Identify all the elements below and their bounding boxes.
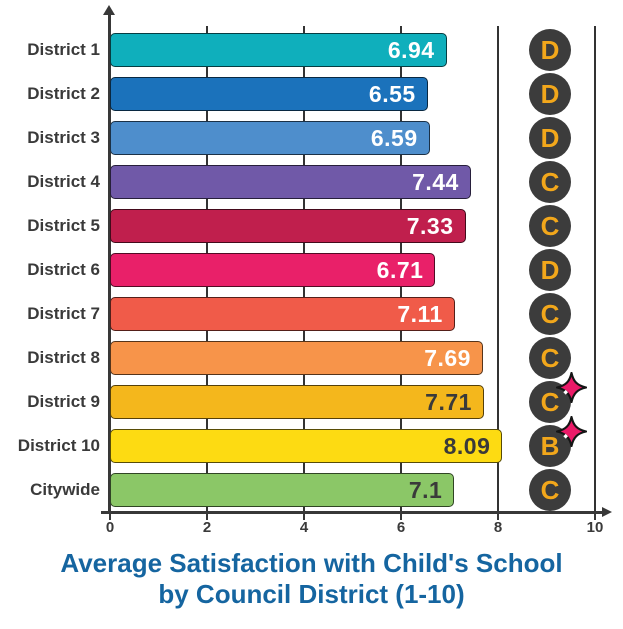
tickmark-0: [109, 511, 111, 520]
grade-badge: C: [529, 161, 571, 203]
chart-title-line1: Average Satisfaction with Child's School: [60, 548, 563, 578]
tick-label-10: 10: [586, 519, 604, 536]
tick-label-2: 2: [202, 519, 212, 536]
y-axis-line: [108, 14, 111, 514]
satisfaction-bar: 6.55: [110, 77, 428, 111]
gridline-10: [594, 26, 596, 513]
district-label: District 2: [27, 84, 100, 103]
grade-letter: D: [540, 255, 560, 285]
grade-badge: C: [529, 293, 571, 335]
bar-row-district-6: District 6 6.71 D: [0, 248, 623, 292]
bar-row-district-10: District 10 8.09 B: [0, 416, 623, 468]
grade-badge: C: [529, 205, 571, 247]
district-label: District 4: [27, 172, 100, 191]
tickmark-6: [400, 511, 402, 520]
bar-value-label: 6.71: [376, 256, 424, 283]
tickmark-2: [206, 511, 208, 520]
district-label: District 1: [27, 40, 100, 59]
satisfaction-bar: 8.09: [110, 429, 503, 463]
grade-badge: D: [529, 73, 571, 115]
district-label: Citywide: [30, 480, 100, 499]
satisfaction-bar: 7.1: [110, 473, 455, 507]
grade-letter: C: [540, 299, 560, 329]
satisfaction-bar: 7.44: [110, 165, 471, 199]
satisfaction-bar: 7.33: [110, 209, 466, 243]
sparkle-star-icon: [556, 416, 587, 447]
grade-letter: B: [540, 431, 560, 461]
bar-rows-container: District 1 6.94 D District 2 6.55 D: [0, 28, 623, 512]
x-axis-tick-labels: 0 2 4 6 8 10: [106, 519, 604, 539]
bar-value-label: 8.09: [443, 432, 491, 459]
tick-label-8: 8: [493, 519, 503, 536]
grade-badge: D: [529, 249, 571, 291]
bar-row-district-2: District 2 6.55 D: [0, 72, 623, 116]
grade-badge: C: [529, 469, 571, 511]
chart-title-line2: by Council District (1-10): [158, 579, 465, 609]
satisfaction-bar: 6.71: [110, 253, 436, 287]
grade-letter: C: [540, 211, 560, 241]
tick-label-6: 6: [396, 519, 406, 536]
grade-badge: D: [529, 29, 571, 71]
x-axis-arrow-icon: [602, 507, 612, 517]
bar-row-district-5: District 5 7.33 C: [0, 204, 623, 248]
y-axis-arrow-icon: [103, 5, 115, 15]
grade-letter: D: [540, 79, 560, 109]
grade-letter: D: [540, 35, 560, 65]
tickmark-4: [303, 511, 305, 520]
bar-value-label: 7.71: [425, 388, 472, 415]
bar-row-district-7: District 7 7.11 C: [0, 292, 623, 336]
satisfaction-bar: 7.71: [110, 385, 484, 419]
tickmark-8: [497, 511, 499, 520]
district-label: District 8: [27, 348, 100, 367]
bar-row-citywide: Citywide 7.1 C: [0, 468, 623, 512]
bar-row-district-1: District 1 6.94 D: [0, 28, 623, 72]
bar-value-label: 7.69: [424, 344, 471, 371]
bar-row-district-8: District 8 7.69 C: [0, 336, 623, 380]
grade-badge: C: [529, 372, 587, 423]
bar-row-district-9: District 9 7.71 C: [0, 372, 623, 424]
district-label: District 7: [27, 304, 100, 323]
sparkle-star-icon: [556, 372, 587, 403]
district-label: District 10: [17, 436, 100, 455]
x-axis-line: [101, 511, 604, 514]
bar-value-label: 7.33: [406, 212, 454, 239]
grade-letter: C: [540, 343, 560, 373]
satisfaction-bar: 7.69: [110, 341, 483, 375]
bar-value-label: 6.55: [368, 80, 416, 107]
grade-badge: B: [529, 416, 587, 467]
gridline-8: [497, 26, 499, 513]
bar-value-label: 6.59: [370, 124, 418, 151]
satisfaction-bar: 6.94: [110, 33, 447, 67]
district-label: District 6: [27, 260, 100, 279]
x-axis-tickmarks: [109, 511, 596, 521]
grade-letter: C: [540, 475, 560, 505]
bar-value-label: 7.44: [412, 168, 459, 195]
district-label: District 5: [27, 216, 100, 235]
grade-badge: D: [529, 117, 571, 159]
grade-letter: D: [540, 123, 560, 153]
bar-row-district-3: District 3 6.59 D: [0, 116, 623, 160]
satisfaction-bar: 7.11: [110, 297, 455, 331]
tick-label-4: 4: [299, 519, 309, 536]
tick-label-0: 0: [105, 519, 115, 536]
satisfaction-bar: 6.59: [110, 121, 430, 155]
bar-value-label: 7.1: [408, 476, 443, 503]
district-label: District 9: [27, 392, 100, 411]
bar-row-district-4: District 4 7.44 C: [0, 160, 623, 204]
tickmark-10: [594, 511, 596, 520]
chart-title: Average Satisfaction with Child's School…: [0, 548, 623, 610]
bar-value-label: 7.11: [397, 300, 443, 327]
grade-letter: C: [540, 167, 560, 197]
grade-badge: C: [529, 337, 571, 379]
bar-value-label: 6.94: [387, 36, 435, 63]
district-label: District 3: [27, 128, 100, 147]
grade-letter: C: [540, 387, 560, 417]
